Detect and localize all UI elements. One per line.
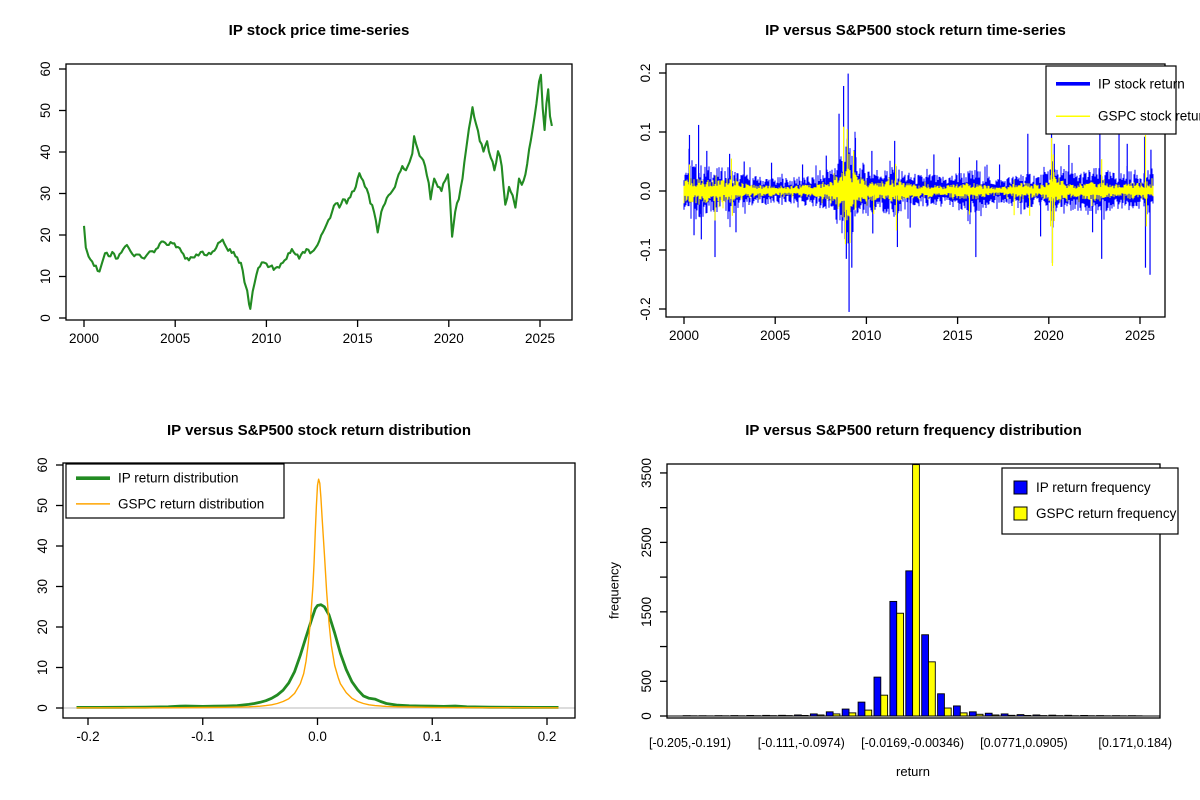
- svg-text:2005: 2005: [760, 328, 790, 343]
- svg-text:0: 0: [35, 704, 50, 712]
- svg-text:2010: 2010: [851, 328, 881, 343]
- svg-text:0.2: 0.2: [538, 729, 557, 744]
- return-distribution-plot: -0.2 -0.1 0.0 0.1 0.2 0 10 20 30 40 50 60 IP return …: [35, 457, 576, 744]
- svg-text:-0.1: -0.1: [638, 238, 653, 261]
- panel-title-return-frequency: IP versus S&P500 return frequency distri…: [745, 422, 1082, 439]
- svg-text:20: 20: [35, 619, 50, 634]
- svg-text:IP return frequency: IP return frequency: [1036, 480, 1151, 495]
- svg-text:0: 0: [38, 314, 53, 322]
- frequency-axis-label: frequency: [606, 561, 622, 620]
- svg-text:1500: 1500: [639, 597, 654, 627]
- svg-text:30: 30: [35, 579, 50, 594]
- return-axis-label: return: [896, 764, 930, 779]
- svg-text:0.0: 0.0: [308, 729, 327, 744]
- price-timeseries-panel: IP stock price time-series 2000 2005 2010 2…: [0, 0, 600, 400]
- svg-text:[-0.0169,-0.00346): [-0.0169,-0.00346): [861, 736, 964, 750]
- svg-text:2500: 2500: [639, 527, 654, 557]
- svg-text:30: 30: [38, 186, 53, 201]
- svg-text:2015: 2015: [943, 328, 973, 343]
- svg-text:0.1: 0.1: [423, 729, 442, 744]
- svg-text:60: 60: [38, 61, 53, 76]
- svg-text:2000: 2000: [669, 328, 699, 343]
- svg-text:3500: 3500: [639, 458, 654, 488]
- return-frequency-panel: IP versus S&P500 return frequency distri…: [600, 400, 1200, 800]
- svg-text:[0.171,0.184): [0.171,0.184): [1098, 736, 1172, 750]
- svg-text:IP return distribution: IP return distribution: [118, 471, 239, 486]
- svg-text:-0.1: -0.1: [191, 729, 214, 744]
- svg-text:-0.2: -0.2: [638, 297, 653, 320]
- svg-text:2020: 2020: [1034, 328, 1064, 343]
- svg-text:0.0: 0.0: [638, 182, 653, 201]
- svg-text:50: 50: [35, 498, 50, 513]
- svg-text:2020: 2020: [434, 331, 464, 346]
- svg-text:2025: 2025: [1125, 328, 1155, 343]
- svg-text:GSPC return frequency: GSPC return frequency: [1036, 506, 1177, 521]
- svg-text:2000: 2000: [69, 331, 99, 346]
- svg-text:2010: 2010: [251, 331, 281, 346]
- svg-text:GSPC return distribution: GSPC return distribution: [118, 496, 264, 511]
- svg-text:GSPC stock return: GSPC stock return: [1098, 109, 1200, 124]
- svg-text:[-0.205,-0.191): [-0.205,-0.191): [649, 736, 731, 750]
- svg-text:0.1: 0.1: [638, 123, 653, 142]
- svg-text:40: 40: [35, 538, 50, 553]
- svg-text:20: 20: [38, 227, 53, 242]
- svg-text:10: 10: [35, 660, 50, 675]
- return-timeseries-plot: 2000 2005 2010 2015 2020 2025 -0.2 -0.1 0.0 0.1 0.…: [638, 63, 1200, 343]
- return-timeseries-panel: IP versus S&P500 stock return time-serie…: [600, 0, 1200, 400]
- svg-text:[0.0771,0.0905): [0.0771,0.0905): [980, 736, 1068, 750]
- svg-text:0: 0: [639, 712, 654, 720]
- svg-text:60: 60: [35, 457, 50, 472]
- svg-text:0.2: 0.2: [638, 64, 653, 83]
- svg-text:[-0.111,-0.0974): [-0.111,-0.0974): [758, 736, 845, 750]
- panel-title-price-timeseries: IP stock price time-series: [228, 22, 410, 39]
- svg-text:10: 10: [38, 269, 53, 284]
- panel-title-return-timeseries: IP versus S&P500 stock return time-serie…: [765, 22, 1066, 39]
- price-timeseries-plot: 2000 2005 2010 2015 2020 2025 0 10 20 30 40 50 60: [38, 61, 573, 346]
- svg-text:500: 500: [639, 670, 654, 693]
- svg-text:-0.2: -0.2: [76, 729, 99, 744]
- svg-text:2025: 2025: [525, 331, 555, 346]
- svg-text:40: 40: [38, 144, 53, 159]
- return-distribution-panel: IP versus S&P500 stock return distributi…: [0, 400, 600, 800]
- svg-text:50: 50: [38, 103, 53, 118]
- svg-text:IP stock return: IP stock return: [1098, 76, 1185, 91]
- return-frequency-plot: 0 500 1500 2500 3500 [-0.205,-0.191) [-0.111,-…: [639, 458, 1179, 750]
- svg-text:2005: 2005: [160, 331, 190, 346]
- panel-title-return-distribution: IP versus S&P500 stock return distributi…: [167, 422, 471, 439]
- svg-text:2015: 2015: [343, 331, 373, 346]
